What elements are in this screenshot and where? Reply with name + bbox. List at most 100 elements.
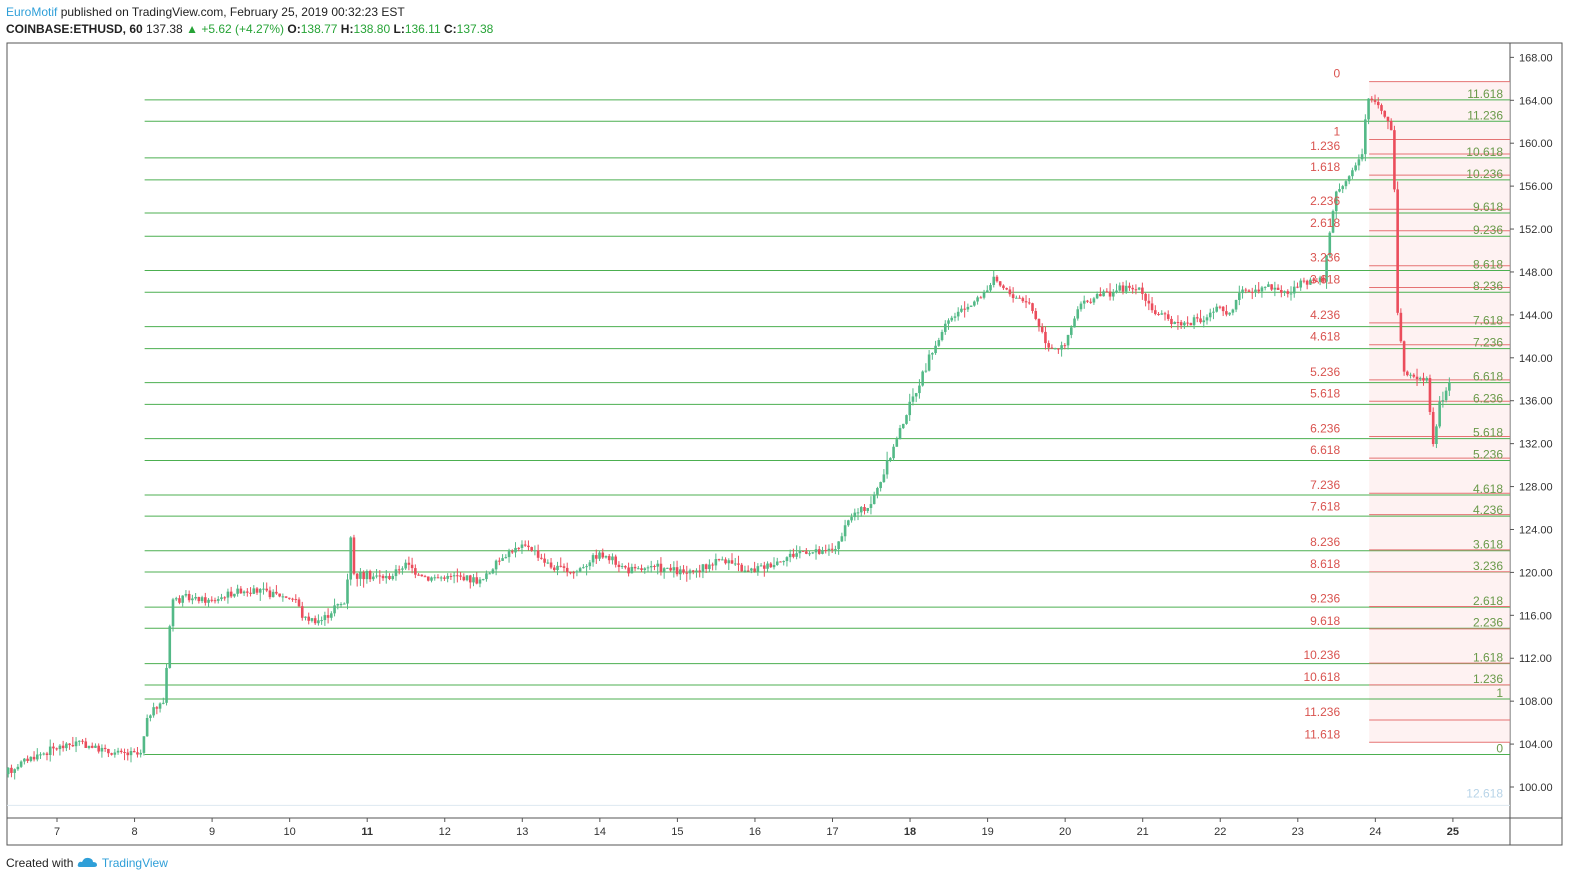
- candle: [346, 573, 349, 610]
- candle: [158, 702, 162, 713]
- fib-faded-label: 12.618: [1466, 786, 1503, 800]
- candle: [517, 547, 521, 552]
- candle: [1189, 322, 1193, 326]
- candle: [74, 737, 78, 753]
- candle: [1218, 305, 1222, 310]
- fib-red-label: 9.618: [1310, 614, 1340, 628]
- author-link[interactable]: EuroMotif: [6, 5, 58, 19]
- fib-red-label: 5.618: [1310, 386, 1340, 400]
- candle: [905, 414, 908, 425]
- candle: [81, 739, 84, 745]
- candle: [1176, 315, 1180, 330]
- fib-green-label: 1.618: [1473, 651, 1503, 665]
- candle: [1050, 344, 1054, 349]
- candle: [704, 563, 708, 573]
- candle: [649, 560, 653, 573]
- candle: [1448, 377, 1451, 396]
- candle: [1208, 308, 1212, 322]
- candle: [142, 736, 146, 756]
- candle: [1002, 284, 1005, 290]
- ohlc-line: COINBASE:ETHUSD, 60 137.38 ▲ +5.62 (+4.2…: [6, 22, 493, 36]
- candle: [349, 536, 353, 586]
- candle: [885, 451, 889, 479]
- candle: [1034, 308, 1038, 321]
- fib-green-label: 6.618: [1473, 370, 1503, 384]
- candle: [801, 550, 805, 552]
- candle: [889, 457, 892, 463]
- candle: [1024, 295, 1028, 309]
- fib-green-label: 4.236: [1473, 503, 1503, 517]
- candle: [23, 758, 26, 765]
- candle: [633, 563, 637, 572]
- x-tick-label: 10: [284, 826, 296, 838]
- candle: [84, 737, 88, 748]
- fib-green-label: 6.236: [1473, 391, 1503, 405]
- candle: [559, 557, 563, 568]
- candle: [1154, 305, 1157, 316]
- candle: [26, 755, 29, 764]
- fib-green-label: 9.618: [1473, 200, 1503, 214]
- candle: [1105, 288, 1109, 293]
- candle: [498, 557, 501, 566]
- candle: [191, 594, 194, 605]
- y-tick-label: 152.00: [1519, 224, 1553, 236]
- candle: [727, 558, 731, 570]
- candle: [530, 546, 533, 552]
- candle: [394, 564, 398, 581]
- candle: [937, 337, 941, 347]
- candle: [136, 747, 139, 758]
- candle: [1396, 181, 1399, 316]
- candle: [229, 586, 233, 599]
- candle: [772, 557, 776, 570]
- fib-red-label: 4.236: [1310, 308, 1340, 322]
- y-tick-label: 136.00: [1519, 396, 1553, 408]
- candle: [481, 578, 485, 581]
- candle: [468, 574, 472, 589]
- candle: [1263, 286, 1267, 291]
- open-value: 138.77: [300, 22, 338, 36]
- candle: [856, 508, 860, 521]
- y-tick-label: 132.00: [1519, 439, 1553, 451]
- candle: [1057, 348, 1060, 354]
- y-axis: 100.00 104.00 108.00 112.00 116.00 120.00 124.…: [1510, 52, 1553, 794]
- candle: [956, 307, 960, 321]
- candle: [359, 568, 362, 586]
- publish-line: EuroMotif published on TradingView.com, …: [6, 5, 405, 19]
- candle: [1199, 309, 1202, 324]
- candle: [6, 767, 10, 778]
- candle: [805, 548, 808, 555]
- candle: [35, 748, 39, 762]
- tradingview-link[interactable]: TradingView: [101, 856, 168, 870]
- candle: [914, 392, 918, 403]
- y-tick-label: 124.00: [1519, 524, 1553, 536]
- fib-red-label: 1.618: [1310, 160, 1340, 174]
- candle: [204, 592, 207, 606]
- candle: [1273, 281, 1277, 297]
- candle: [103, 744, 107, 752]
- candle: [507, 548, 511, 563]
- high-label: H:: [340, 22, 354, 36]
- x-tick-label: 8: [131, 826, 137, 838]
- candle: [1131, 284, 1134, 294]
- x-tick-label: 20: [1059, 826, 1071, 838]
- candle: [750, 567, 753, 574]
- candle: [882, 469, 886, 483]
- candle: [1247, 289, 1251, 292]
- fib-green-label: 1.236: [1473, 672, 1503, 686]
- candle: [1402, 340, 1406, 376]
- candle: [275, 585, 278, 595]
- candle: [456, 568, 459, 583]
- candle: [317, 614, 320, 626]
- candle: [1347, 175, 1351, 185]
- candle: [1011, 287, 1015, 303]
- candle: [65, 742, 68, 752]
- candle: [811, 551, 815, 555]
- candle: [68, 743, 71, 750]
- candle: [1073, 316, 1076, 328]
- candle: [439, 575, 443, 582]
- candle: [336, 603, 340, 610]
- candle: [242, 590, 246, 597]
- candle: [426, 576, 430, 582]
- candle: [963, 301, 966, 318]
